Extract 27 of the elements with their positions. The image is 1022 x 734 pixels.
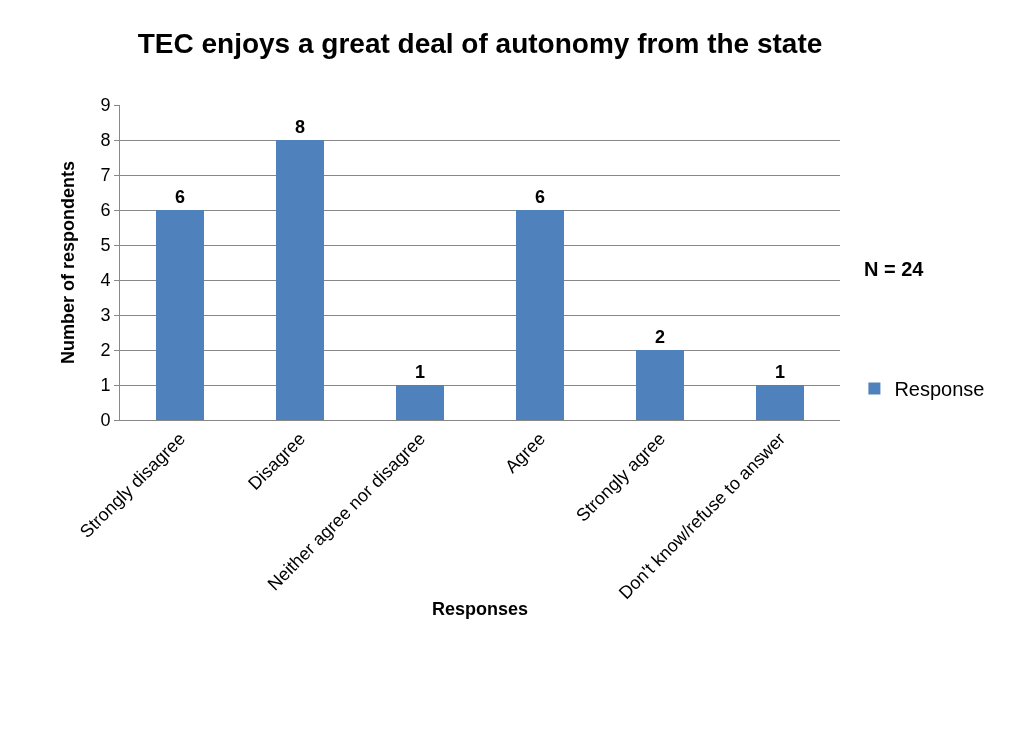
bar <box>756 385 804 420</box>
bar <box>396 385 444 420</box>
y-tick-label: 5 <box>100 235 111 256</box>
data-label: 1 <box>774 362 786 382</box>
y-tick-label: 2 <box>100 340 111 361</box>
y-tick-label: 1 <box>100 375 111 396</box>
y-tick-label: 3 <box>100 305 111 326</box>
y-tick-label: 4 <box>100 270 111 291</box>
x-axis-title: Responses <box>431 599 529 620</box>
bar <box>156 210 204 420</box>
y-tick-label: 6 <box>100 200 111 221</box>
data-label: 6 <box>534 187 546 207</box>
y-axis-title: Number of respondents <box>58 160 78 365</box>
bar <box>636 350 684 420</box>
y-tick-label: 0 <box>100 410 111 431</box>
y-tick-label: 9 <box>100 95 111 116</box>
y-tick-label: 7 <box>100 165 111 186</box>
bar <box>276 140 324 420</box>
y-tick-label: 8 <box>100 130 111 151</box>
data-label: 8 <box>294 117 306 137</box>
text: N = 24 <box>864 258 925 280</box>
bar <box>516 210 564 420</box>
chart-title: TEC enjoys a great deal of autonomy from the state <box>137 27 823 59</box>
data-label: 2 <box>654 327 666 347</box>
data-label: 6 <box>174 187 186 207</box>
data-label: 1 <box>414 362 426 382</box>
legend-label: Response <box>894 378 985 401</box>
